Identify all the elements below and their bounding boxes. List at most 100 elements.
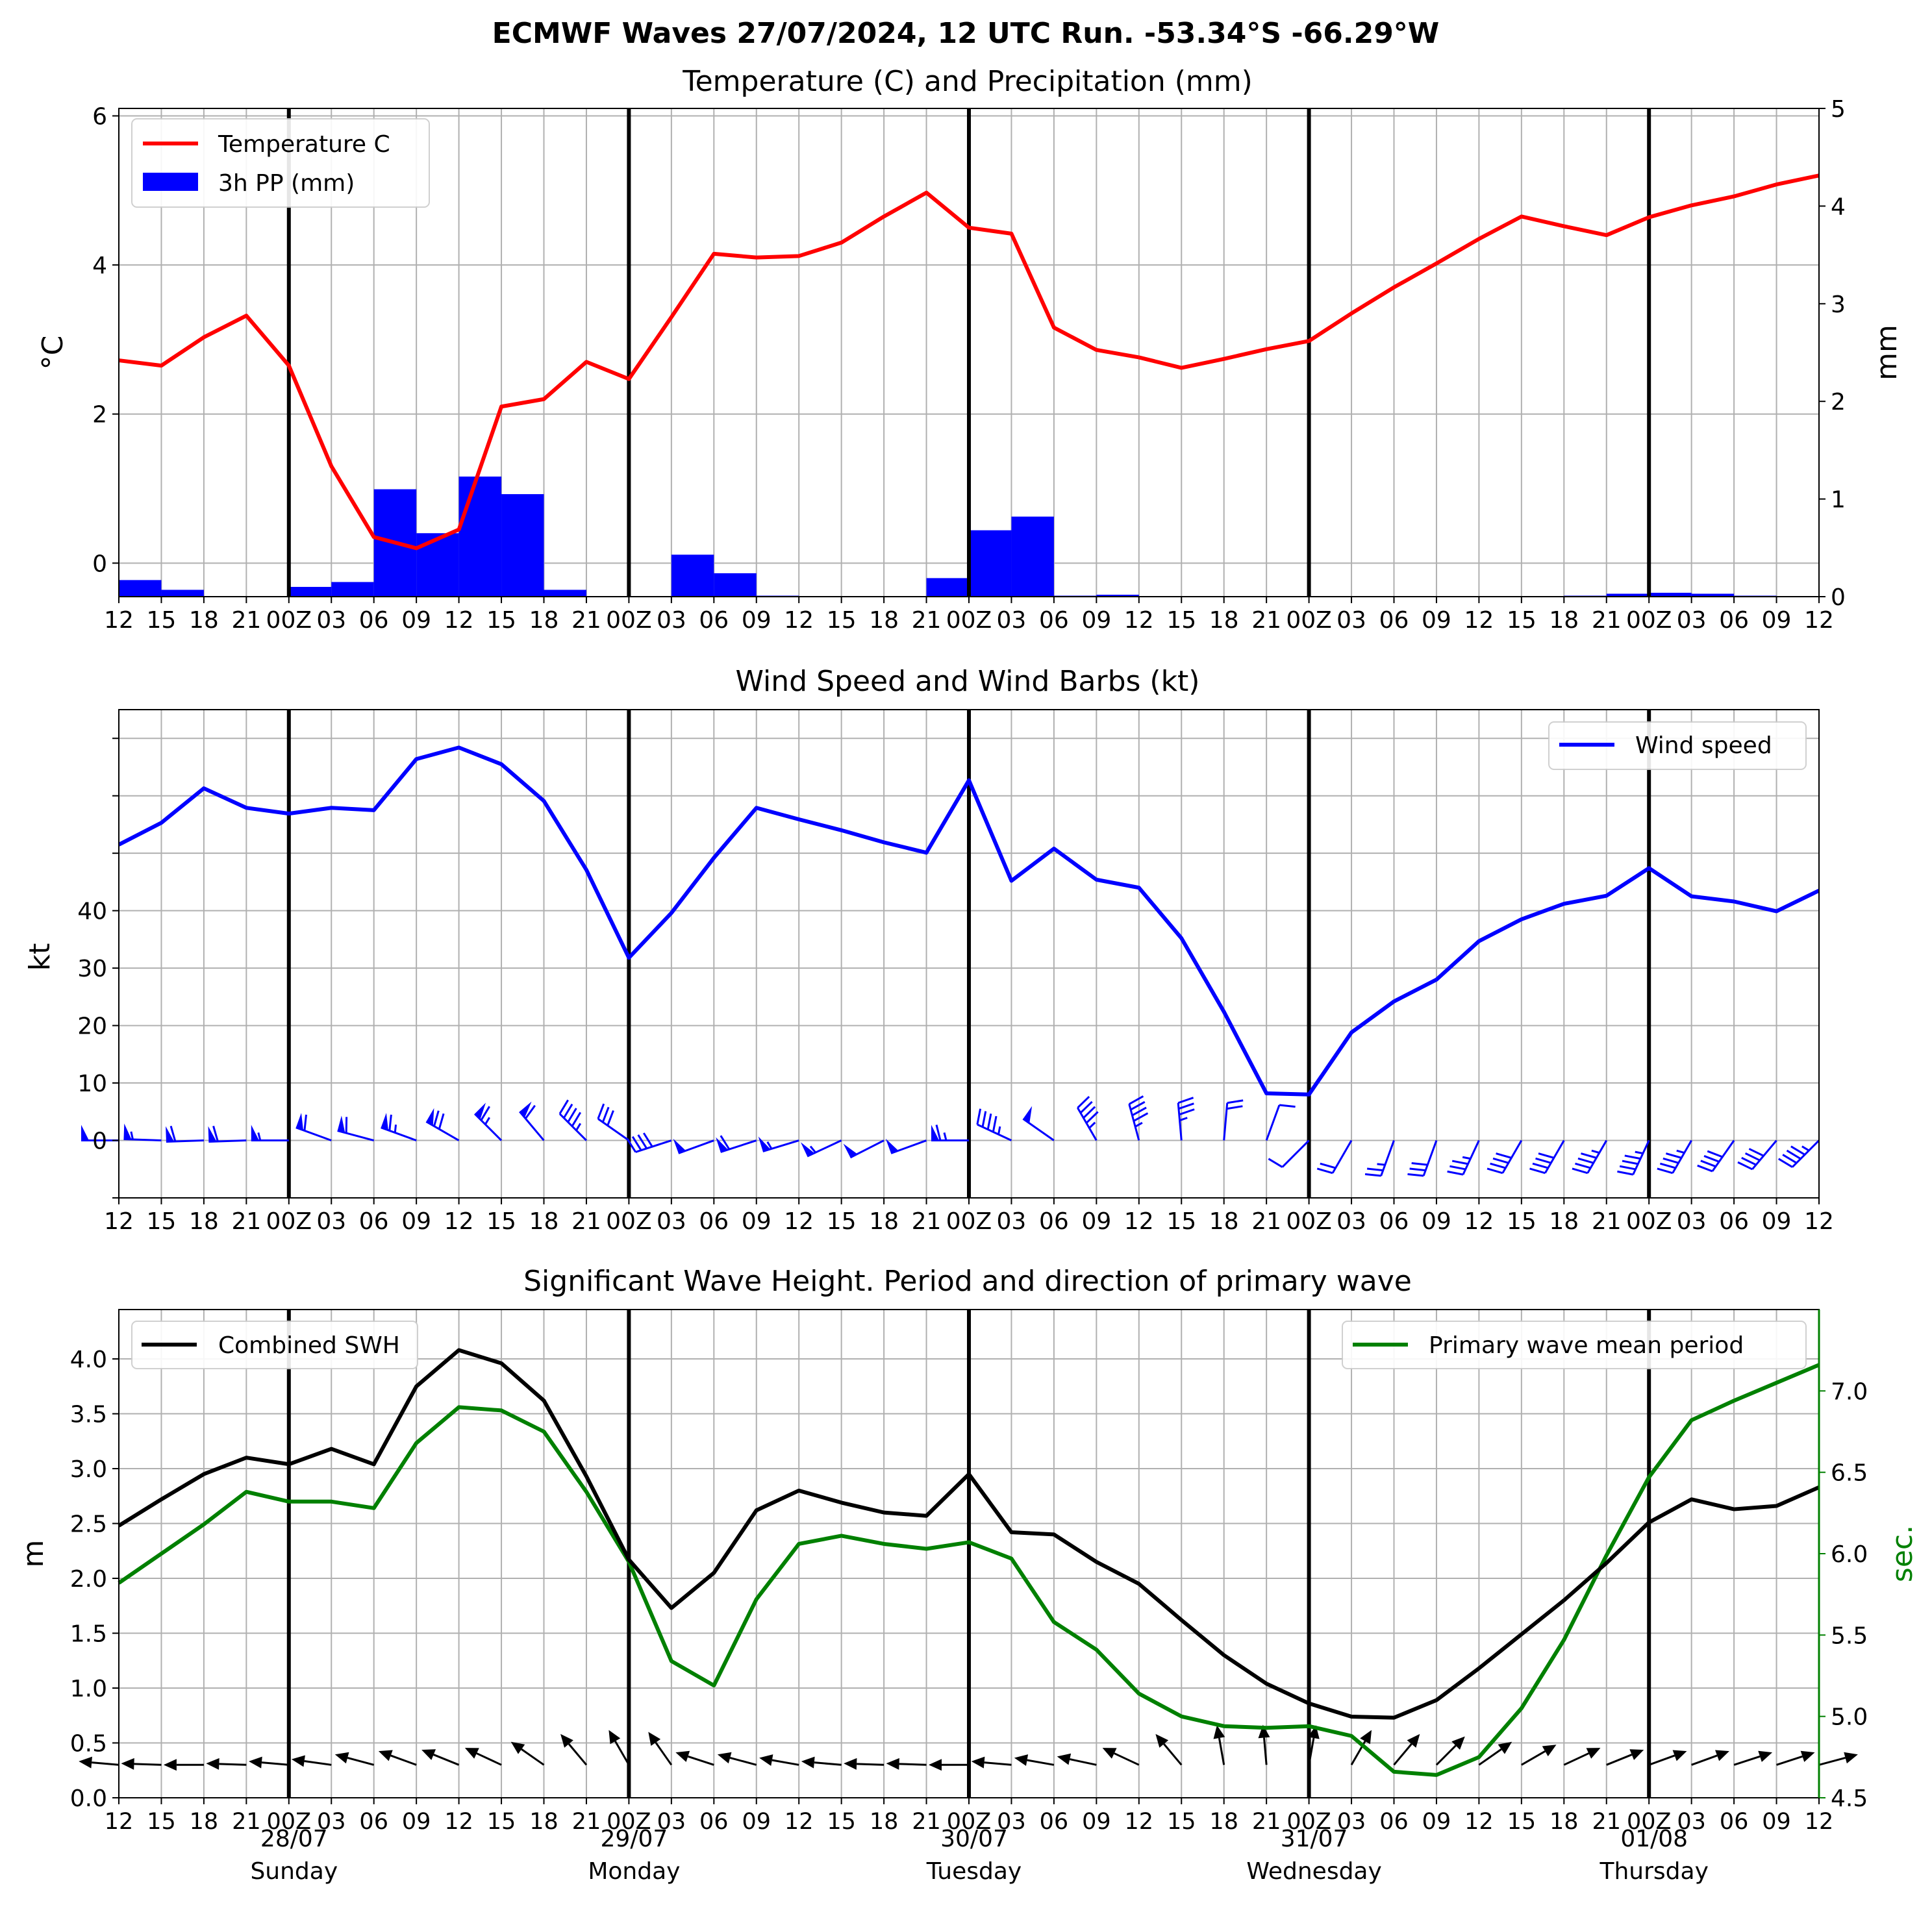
panel2-y-ticks: 0 10 20 30 40 [77, 738, 119, 1199]
wind-barb [1223, 1099, 1244, 1141]
precip-bar [1096, 594, 1139, 597]
wind-barb [1316, 1139, 1353, 1174]
x-tick-label: 18 [189, 1208, 219, 1235]
barb-full [1411, 1162, 1428, 1166]
wave-arrow-head [121, 1758, 134, 1770]
x-tick-label: 12 [1464, 1208, 1494, 1235]
barb-flag [673, 1138, 686, 1154]
wind-barb [558, 1099, 588, 1141]
y-tick-label-right: 5.5 [1831, 1622, 1868, 1649]
barb-full [1492, 1157, 1509, 1164]
wave-arrow-shaft [1163, 1743, 1183, 1766]
wave-arrow [1733, 1750, 1773, 1766]
wave-arrow [844, 1758, 884, 1770]
wave-arrow-shaft [261, 1761, 289, 1766]
x-tick-label: 12 [784, 1208, 814, 1235]
wave-arrow-head [1672, 1750, 1687, 1761]
barb-shaft [1022, 1118, 1055, 1141]
barb-full [637, 1134, 648, 1149]
wind-barb [337, 1115, 375, 1141]
barb-full [1529, 1167, 1546, 1174]
x-tick-label: 15 [147, 607, 177, 634]
barb-flag [251, 1125, 259, 1141]
y-tick-label: 4.0 [70, 1347, 107, 1373]
barb-shaft [1223, 1102, 1229, 1141]
wind-barb [1737, 1139, 1777, 1171]
wave-arrow [510, 1741, 545, 1766]
barb-shaft [1128, 1104, 1140, 1141]
barb-full [388, 1114, 392, 1131]
day-date: 28/07 [260, 1826, 328, 1852]
x-tick-label: 21 [1252, 1809, 1281, 1835]
x-tick-label: 00Z [946, 607, 992, 634]
barb-full [563, 1103, 573, 1119]
barb-full [480, 1106, 490, 1121]
barb-full [597, 1103, 605, 1119]
barb-shaft [597, 1118, 630, 1141]
wind-barb [1022, 1106, 1055, 1141]
x-tick-label: 21 [912, 607, 942, 634]
barb-full [1744, 1152, 1761, 1162]
barb-full [992, 1115, 997, 1132]
x-tick-label: 18 [529, 607, 559, 634]
x-tick-label: 12 [444, 607, 474, 634]
barb-half [1135, 1121, 1143, 1128]
wave-arrow-shaft [433, 1754, 460, 1766]
barb-full [433, 1110, 440, 1126]
barb-shaft [295, 1126, 332, 1141]
x-tick-label: 03 [997, 1809, 1026, 1835]
wave-arrow [648, 1732, 673, 1766]
wave-arrow [163, 1759, 204, 1771]
panel3-title: Significant Wave Height. Period and dire… [523, 1265, 1412, 1298]
wind-barb [843, 1139, 884, 1159]
x-tick-label: 09 [1762, 1208, 1792, 1235]
panel3-legend-swh: Combined SWH [131, 1321, 418, 1369]
barb-shaft [1632, 1139, 1650, 1175]
x-tick-label: 09 [1081, 607, 1111, 634]
wind-barb [166, 1125, 204, 1143]
barb-full [986, 1113, 992, 1130]
barb-full [1179, 1108, 1195, 1116]
barb-full [1177, 1097, 1194, 1104]
figure-title: ECMWF Waves 27/07/2024, 12 UTC Run. -53.… [492, 17, 1440, 50]
barb-full [1279, 1104, 1296, 1108]
x-tick-label: 21 [571, 607, 601, 634]
wind-barb [208, 1125, 247, 1143]
wave-panel: Significant Wave Height. Period and dire… [17, 1265, 1919, 1885]
precip-bar [544, 590, 586, 597]
x-tick-label: 00Z [946, 1208, 992, 1235]
precip-bar [1649, 592, 1692, 597]
barb-full [601, 1106, 610, 1123]
swh-line [118, 1348, 1820, 1720]
wind-barb [931, 1125, 969, 1142]
barb-half [766, 1141, 773, 1150]
x-tick-label: 12 [444, 1809, 473, 1835]
x-tick-label: 03 [1336, 607, 1366, 634]
wave-arrow [1776, 1750, 1815, 1766]
x-tick-label: 09 [1422, 1809, 1451, 1835]
barb-flag [716, 1137, 729, 1152]
wave-arrow [929, 1759, 969, 1771]
wave-arrow-shaft [655, 1742, 673, 1766]
barb-shaft [1265, 1104, 1281, 1141]
day-date: 29/07 [601, 1826, 668, 1852]
x-tick-label: 03 [1677, 1809, 1706, 1835]
panel1-title: Temperature (C) and Precipitation (mm) [682, 65, 1253, 98]
wave-arrow-head [1758, 1750, 1773, 1762]
x-tick-label: 03 [317, 1809, 346, 1835]
y-tick-label: 0 [92, 551, 107, 577]
x-tick-label: 12 [1124, 607, 1154, 634]
wind-barb [1128, 1095, 1149, 1141]
x-tick-label: 12 [1805, 1809, 1834, 1835]
barb-shaft [849, 1139, 884, 1159]
wind-barbs [81, 1095, 1820, 1177]
wind-speed-line [118, 745, 1820, 1097]
x-tick-label: 06 [1040, 1809, 1069, 1835]
x-tick-label: 00Z [947, 1809, 992, 1835]
x-tick-label: 12 [444, 1208, 474, 1235]
wave-arrow-head [1542, 1745, 1557, 1757]
y-tick-label: 6 [92, 103, 107, 130]
wave-arrow [464, 1748, 502, 1766]
x-tick-label: 09 [401, 1208, 431, 1235]
panel2-title: Wind Speed and Wind Barbs (kt) [736, 665, 1200, 698]
